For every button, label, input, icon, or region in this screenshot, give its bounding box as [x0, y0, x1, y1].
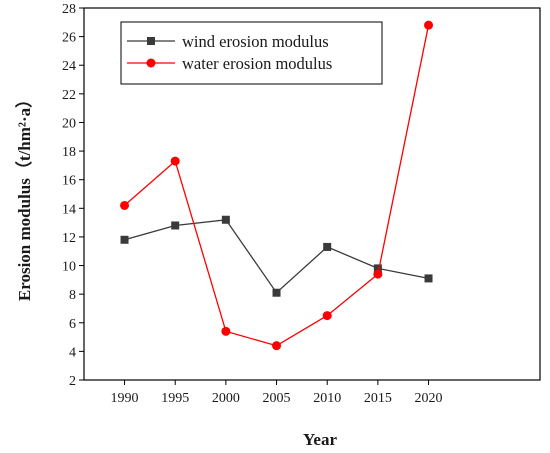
- data-point-circle: [272, 341, 282, 351]
- y-tick-label: 26: [62, 31, 76, 46]
- x-tick-label: 1995: [161, 391, 189, 406]
- y-tick-label: 10: [62, 260, 76, 275]
- series-layer: [120, 20, 434, 351]
- y-tick-label: 2: [69, 374, 76, 389]
- legend: wind erosion modulus water erosion modulu…: [120, 21, 383, 85]
- y-tick-label: 24: [62, 59, 76, 74]
- data-point-square: [120, 235, 129, 244]
- legend-marker-square: [147, 37, 155, 45]
- data-point-circle: [120, 200, 130, 210]
- y-tick-label: 28: [62, 2, 76, 17]
- x-axis-title: Year: [303, 430, 337, 449]
- x-tick-label: 2005: [263, 391, 291, 406]
- legend-label: wind erosion modulus: [182, 32, 329, 51]
- x-tick-label: 2015: [364, 391, 392, 406]
- x-axis: 1990 1995 2000 2005 2010 2015 2020: [111, 380, 443, 406]
- data-point-circle: [170, 156, 180, 166]
- data-point-square: [373, 264, 382, 273]
- y-tick-label: 6: [69, 317, 76, 332]
- data-point-circle: [221, 326, 231, 336]
- y-tick-label: 4: [69, 345, 76, 360]
- y-tick-label: 18: [62, 145, 76, 160]
- x-tick-label: 2010: [313, 391, 341, 406]
- x-tick-label: 1990: [111, 391, 139, 406]
- data-point-square: [171, 221, 180, 230]
- series-wind: [120, 215, 433, 297]
- y-tick-label: 8: [69, 288, 76, 303]
- y-tick-label: 12: [62, 231, 76, 246]
- legend-box: [120, 21, 383, 85]
- legend-marker-circle: [146, 58, 156, 68]
- series-line: [124, 219, 429, 294]
- series-water: [120, 20, 434, 351]
- data-point-circle: [424, 20, 434, 30]
- y-tick-label: 22: [62, 88, 76, 103]
- x-tick-label: 2000: [212, 391, 240, 406]
- data-point-square: [272, 288, 281, 297]
- data-point-circle: [373, 269, 383, 279]
- data-point-square: [424, 274, 433, 283]
- data-point-circle: [322, 311, 332, 321]
- y-tick-label: 16: [62, 174, 76, 189]
- data-point-square: [323, 242, 332, 251]
- x-tick-label: 2020: [415, 391, 443, 406]
- y-tick-label: 20: [62, 116, 76, 131]
- legend-label: water erosion modulus: [182, 54, 332, 73]
- y-tick-label: 14: [62, 202, 76, 217]
- y-axis-title: Erosion modulus（t/hm²·a）: [14, 91, 34, 301]
- data-point-square: [221, 215, 230, 224]
- plot-frame: [83, 7, 541, 381]
